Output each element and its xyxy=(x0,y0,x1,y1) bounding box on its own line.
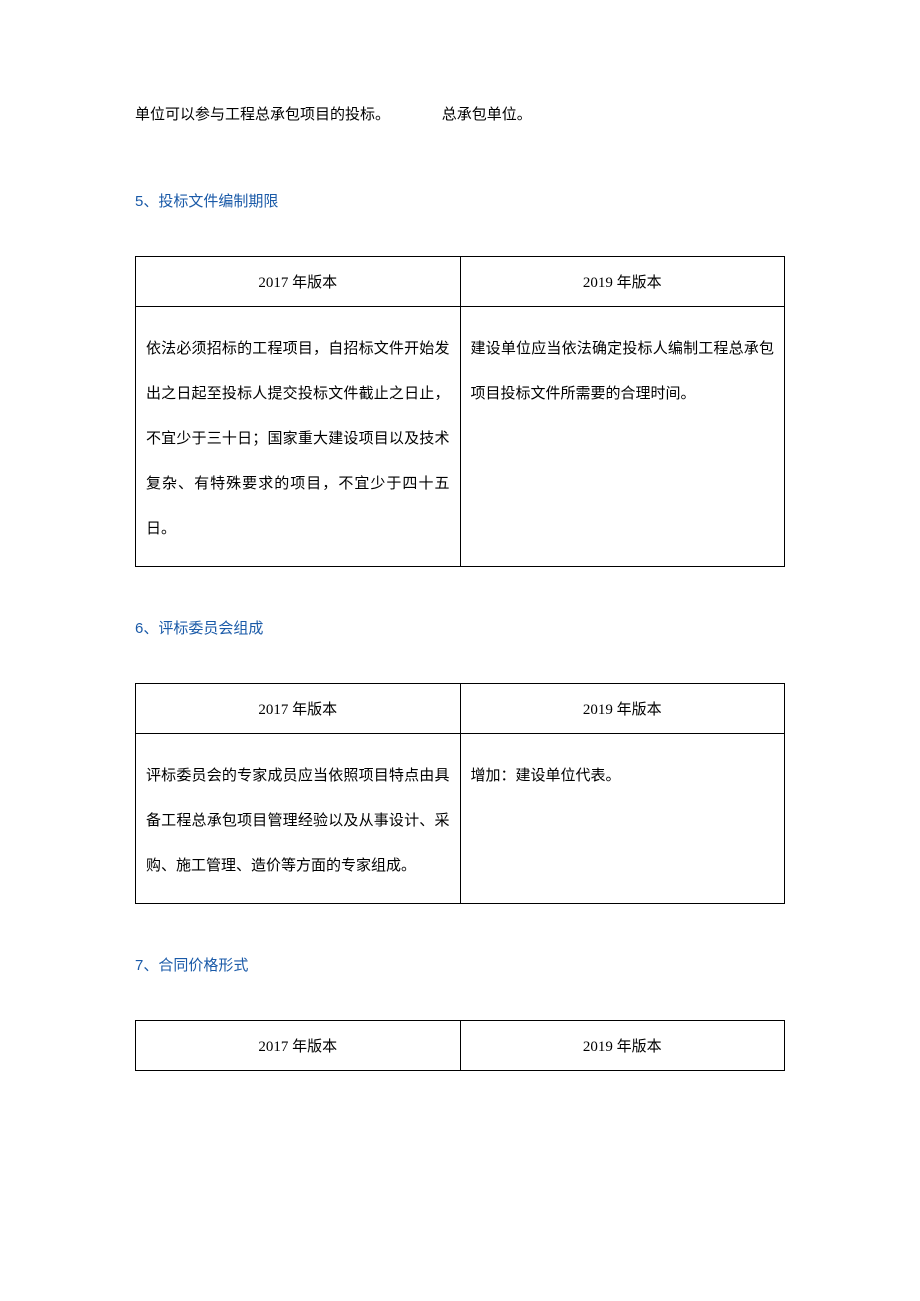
section-title: 评标委员会组成 xyxy=(158,621,263,637)
table-header-2019: 2019 年版本 xyxy=(460,1021,785,1071)
section-title: 投标文件编制期限 xyxy=(158,194,278,210)
section-number: 7 xyxy=(135,957,143,974)
comparison-table-6: 2017 年版本 2019 年版本 评标委员会的专家成员应当依照项目特点由具备工… xyxy=(135,683,785,904)
top-fragment-left: 单位可以参与工程总承包项目的投标。 xyxy=(135,100,390,130)
table-header-row: 2017 年版本 2019 年版本 xyxy=(136,1021,785,1071)
document-page: 单位可以参与工程总承包项目的投标。 总承包单位。 5、投标文件编制期限 2017… xyxy=(0,0,920,1111)
section-heading-5: 5、投标文件编制期限 xyxy=(135,190,785,211)
section-number: 5 xyxy=(135,193,143,210)
section-title: 合同价格形式 xyxy=(158,958,248,974)
table-header-2019: 2019 年版本 xyxy=(460,257,785,307)
table-cell-2017: 评标委员会的专家成员应当依照项目特点由具备工程总承包项目管理经验以及从事设计、采… xyxy=(136,734,461,904)
top-fragment-row: 单位可以参与工程总承包项目的投标。 总承包单位。 xyxy=(135,100,785,130)
table-cell-2017: 依法必须招标的工程项目，自招标文件开始发出之日起至投标人提交投标文件截止之日止，… xyxy=(136,307,461,567)
section-heading-7: 7、合同价格形式 xyxy=(135,954,785,975)
top-fragment-right: 总承包单位。 xyxy=(442,100,532,130)
comparison-table-5: 2017 年版本 2019 年版本 依法必须招标的工程项目，自招标文件开始发出之… xyxy=(135,256,785,567)
table-row: 依法必须招标的工程项目，自招标文件开始发出之日起至投标人提交投标文件截止之日止，… xyxy=(136,307,785,567)
section-heading-6: 6、评标委员会组成 xyxy=(135,617,785,638)
section-number: 6 xyxy=(135,620,143,637)
table-header-2017: 2017 年版本 xyxy=(136,684,461,734)
table-header-2019: 2019 年版本 xyxy=(460,684,785,734)
comparison-table-7: 2017 年版本 2019 年版本 xyxy=(135,1020,785,1071)
table-row: 评标委员会的专家成员应当依照项目特点由具备工程总承包项目管理经验以及从事设计、采… xyxy=(136,734,785,904)
table-header-row: 2017 年版本 2019 年版本 xyxy=(136,257,785,307)
table-header-row: 2017 年版本 2019 年版本 xyxy=(136,684,785,734)
table-cell-2019: 建设单位应当依法确定投标人编制工程总承包项目投标文件所需要的合理时间。 xyxy=(460,307,785,567)
table-header-2017: 2017 年版本 xyxy=(136,1021,461,1071)
table-header-2017: 2017 年版本 xyxy=(136,257,461,307)
table-cell-2019: 增加：建设单位代表。 xyxy=(460,734,785,904)
